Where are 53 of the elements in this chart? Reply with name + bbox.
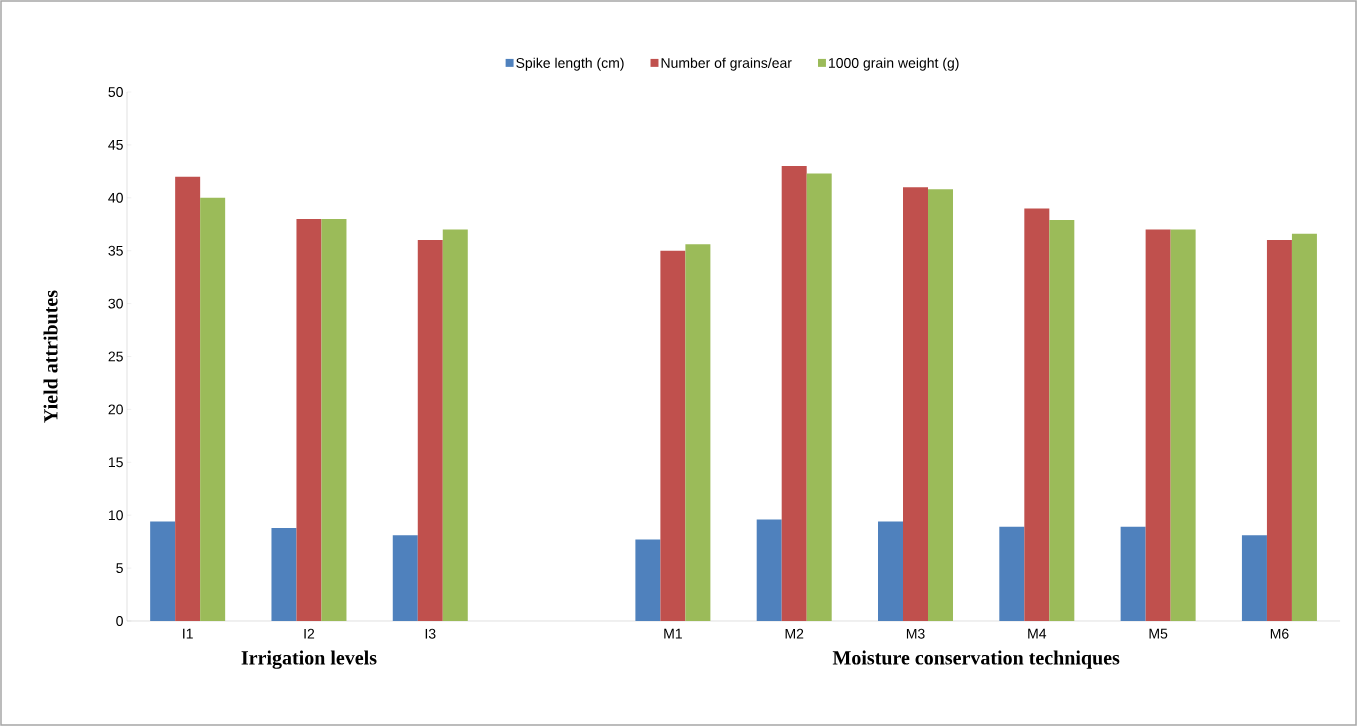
bar bbox=[392, 535, 418, 621]
y-axis-title: Yield attributes bbox=[43, 290, 58, 423]
bar bbox=[1120, 526, 1146, 621]
y-tick-label: 15 bbox=[108, 457, 123, 468]
y-tick-label: 50 bbox=[108, 87, 123, 97]
legend-label: Number of grains/ear bbox=[661, 57, 792, 71]
bar bbox=[1049, 220, 1075, 621]
y-tick-label: 25 bbox=[108, 351, 123, 362]
bar bbox=[1170, 229, 1196, 621]
y-tick-label: 30 bbox=[108, 298, 123, 309]
bar bbox=[635, 539, 661, 621]
legend-label: Spike length (cm) bbox=[516, 57, 624, 71]
legend-label: 1000 grain weight (g) bbox=[829, 57, 959, 71]
x-tick-label: I3 bbox=[425, 628, 436, 639]
bar bbox=[296, 218, 322, 621]
bar bbox=[321, 218, 347, 621]
y-tick-label: 0 bbox=[116, 616, 123, 626]
bar bbox=[806, 173, 832, 621]
y-tick-label: 35 bbox=[108, 245, 123, 256]
x-tick-label: M6 bbox=[1270, 628, 1289, 639]
bar bbox=[417, 240, 443, 621]
bar bbox=[1266, 240, 1292, 621]
bar bbox=[150, 521, 176, 621]
bar bbox=[685, 244, 711, 621]
bar bbox=[903, 187, 929, 621]
bar bbox=[1241, 535, 1267, 621]
bar bbox=[1145, 229, 1171, 621]
x-tick-label: M2 bbox=[785, 628, 804, 639]
bar bbox=[200, 197, 226, 621]
bar bbox=[756, 519, 782, 621]
x-tick-label: I2 bbox=[304, 628, 315, 639]
y-tick-label: 20 bbox=[108, 404, 123, 415]
x-axis-title: Irrigation levels bbox=[241, 650, 377, 669]
x-tick-label: I1 bbox=[183, 628, 193, 639]
bar bbox=[878, 521, 904, 621]
bar bbox=[660, 250, 686, 621]
bar bbox=[442, 229, 468, 621]
x-tick-label: M1 bbox=[664, 628, 682, 639]
bar bbox=[928, 189, 954, 621]
x-tick-label: M3 bbox=[906, 628, 925, 639]
x-tick-label: M5 bbox=[1149, 628, 1168, 639]
bar bbox=[1291, 233, 1317, 621]
y-tick-label: 5 bbox=[116, 563, 123, 573]
y-tick-label: 10 bbox=[108, 510, 123, 521]
y-tick-label: 40 bbox=[108, 192, 123, 203]
bar bbox=[781, 166, 807, 621]
text: Moisture conservation techniques bbox=[832, 650, 1120, 669]
bar bbox=[271, 527, 297, 621]
bar bbox=[175, 176, 201, 621]
bar bbox=[1024, 208, 1050, 621]
y-tick-label: 45 bbox=[108, 140, 123, 150]
bar bbox=[999, 526, 1025, 621]
x-tick-label: M4 bbox=[1028, 628, 1047, 639]
